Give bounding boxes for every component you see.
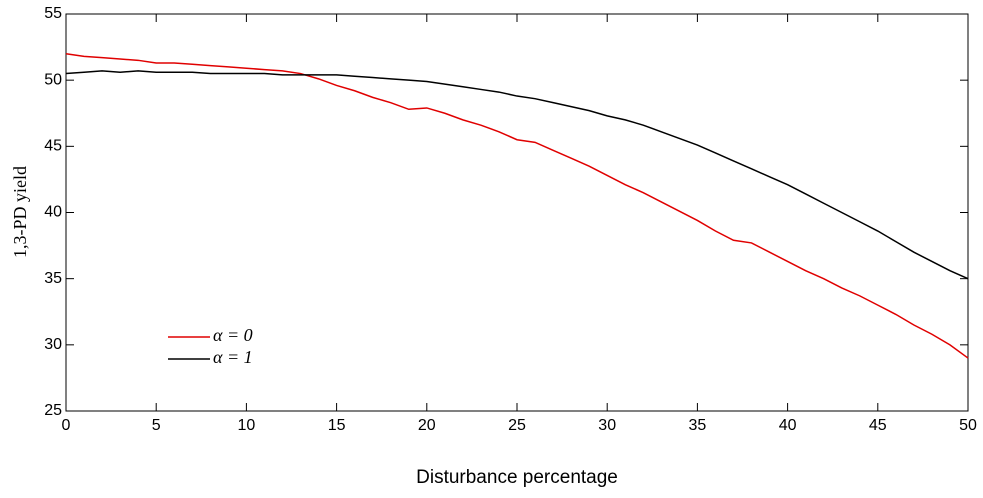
x-tick-label: 15 xyxy=(328,417,346,434)
x-tick-label: 20 xyxy=(418,417,436,434)
x-tick-label: 45 xyxy=(869,417,887,434)
y-tick-label: 55 xyxy=(44,5,62,22)
x-tick-label: 0 xyxy=(62,417,71,434)
legend-label: α = 1 xyxy=(213,347,253,367)
x-tick-label: 35 xyxy=(689,417,707,434)
y-tick-label: 40 xyxy=(44,204,62,221)
x-tick-label: 5 xyxy=(152,417,161,434)
x-tick-label: 50 xyxy=(959,417,977,434)
x-tick-label: 25 xyxy=(508,417,526,434)
x-axis-label: Disturbance percentage xyxy=(416,467,618,488)
data-line xyxy=(65,52,969,359)
y-tick-label: 25 xyxy=(44,402,62,419)
y-tick-label: 30 xyxy=(44,336,62,353)
x-tick-label: 30 xyxy=(598,417,616,434)
y-tick-label: 35 xyxy=(44,270,62,287)
x-tick-label: 10 xyxy=(238,417,256,434)
data-line xyxy=(65,70,969,280)
y-axis-label: 1,3-PD yield xyxy=(10,166,30,258)
y-tick-label: 50 xyxy=(44,71,62,88)
y-tick-label: 45 xyxy=(44,138,62,155)
legend-label: α = 0 xyxy=(213,325,253,345)
x-tick-label: 40 xyxy=(779,417,797,434)
